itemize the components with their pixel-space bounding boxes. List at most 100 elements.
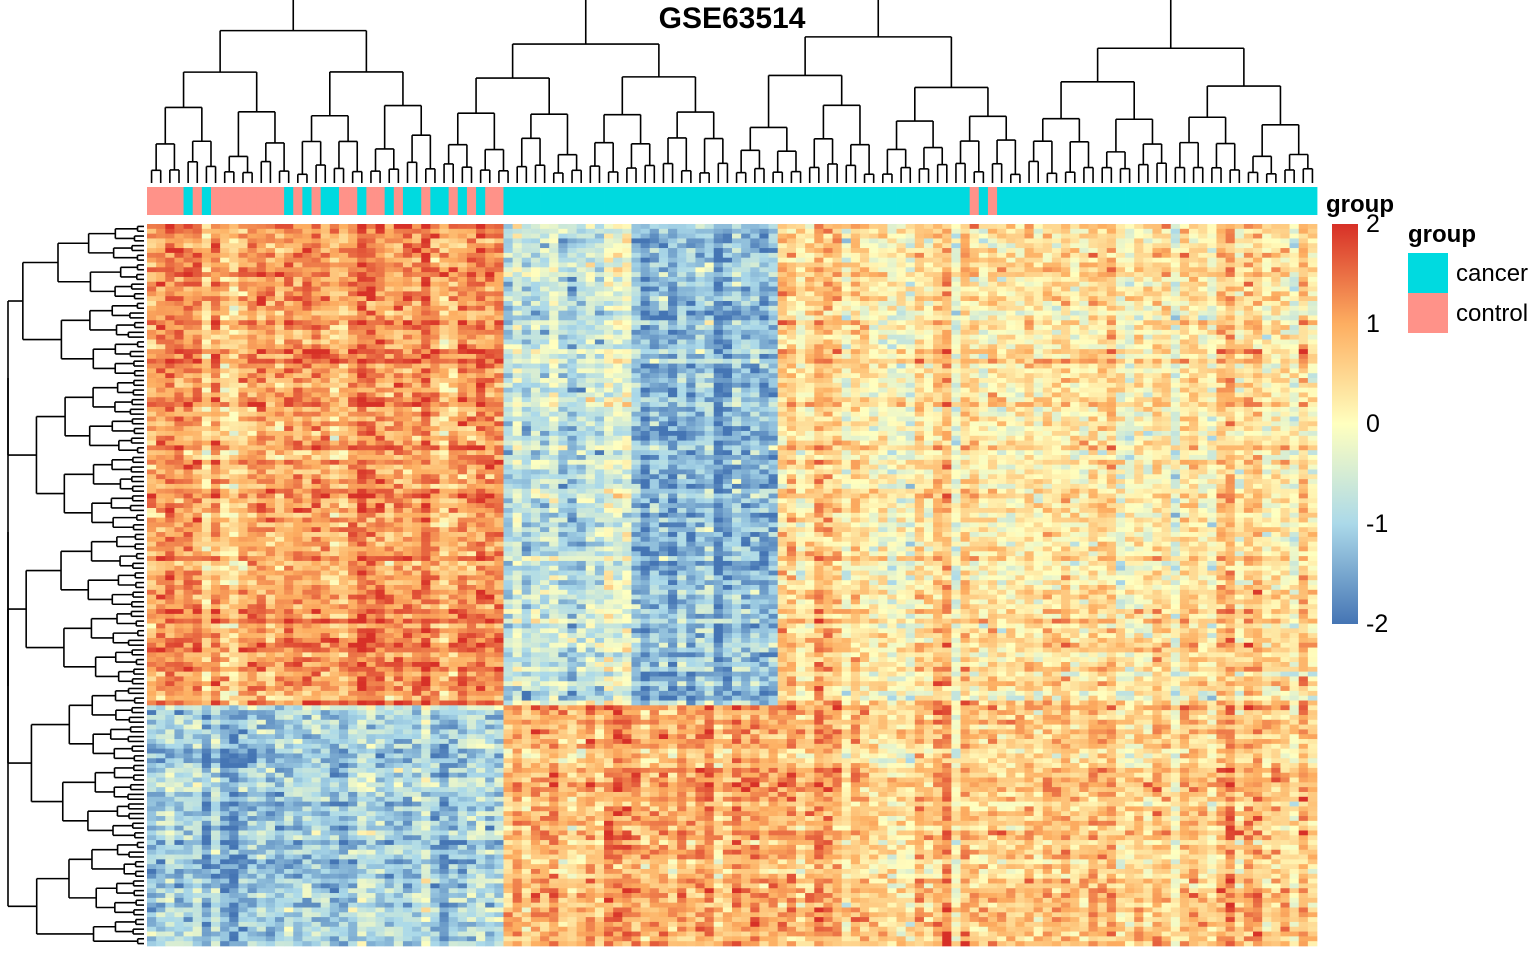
heatmap-cell xyxy=(1289,267,1300,273)
heatmap-cell xyxy=(923,320,934,326)
heatmap-cell xyxy=(302,310,312,316)
heatmap-cell xyxy=(430,248,440,254)
heatmap-cell xyxy=(732,228,742,234)
heatmap-cell xyxy=(147,267,157,273)
heatmap-cell xyxy=(1161,238,1172,244)
heatmap-cell xyxy=(357,296,367,302)
annotation-cell-109 xyxy=(1143,187,1153,215)
heatmap-cell xyxy=(558,315,568,321)
heatmap-cell xyxy=(631,281,641,287)
heatmap-cell xyxy=(960,339,971,345)
heatmap-cell xyxy=(156,305,166,311)
heatmap-cell xyxy=(969,272,980,278)
heatmap-cell xyxy=(1307,257,1318,263)
heatmap-cell xyxy=(777,252,788,259)
heatmap-cell xyxy=(933,224,943,230)
heatmap-cell xyxy=(1207,228,1217,234)
heatmap-cell xyxy=(393,329,404,336)
heatmap-cell xyxy=(265,286,276,292)
heatmap-cell xyxy=(841,339,852,345)
heatmap-cell xyxy=(987,305,998,311)
heatmap-cell xyxy=(933,320,943,326)
heatmap-cell xyxy=(1115,276,1126,283)
heatmap-cells xyxy=(147,224,1318,947)
heatmap-cell xyxy=(210,339,221,345)
heatmap-cell xyxy=(832,334,843,340)
heatmap-cell xyxy=(859,281,870,287)
heatmap-cell xyxy=(329,301,340,307)
heatmap-cell xyxy=(814,344,824,350)
heatmap-cell xyxy=(348,238,358,244)
heatmap-cell xyxy=(265,248,276,254)
heatmap-cell xyxy=(521,349,532,355)
annotation-cell-106 xyxy=(1115,187,1126,215)
heatmap-cell xyxy=(1125,325,1135,331)
heatmap-cell xyxy=(247,228,258,234)
heatmap-cell xyxy=(1198,301,1208,307)
annotation-cell-26 xyxy=(384,187,395,215)
heatmap-cell xyxy=(229,363,239,369)
heatmap-cell xyxy=(1307,252,1318,259)
heatmap-cell xyxy=(284,325,294,331)
heatmap-cell xyxy=(366,349,376,355)
heatmap-cell xyxy=(759,344,769,350)
heatmap-cell xyxy=(302,262,312,268)
heatmap-cell xyxy=(293,248,303,254)
annotation-cell-124 xyxy=(1280,187,1290,215)
heatmap-cell xyxy=(1207,233,1217,239)
heatmap-cell xyxy=(521,291,532,297)
heatmap-cell xyxy=(887,368,897,374)
heatmap-cell xyxy=(238,339,248,345)
heatmap-cell xyxy=(832,228,843,234)
heatmap-cell xyxy=(695,344,705,350)
heatmap-cell xyxy=(786,301,797,307)
heatmap-cell xyxy=(1207,358,1217,364)
heatmap-cell xyxy=(1225,252,1236,259)
heatmap-cell xyxy=(494,344,504,350)
heatmap-cell xyxy=(274,238,285,244)
heatmap-cell xyxy=(1289,228,1300,234)
heatmap-cell xyxy=(1115,296,1126,302)
heatmap-cell xyxy=(805,353,815,360)
heatmap-cell xyxy=(777,276,788,283)
heatmap-cell xyxy=(521,262,532,268)
heatmap-cell xyxy=(1143,320,1153,326)
heatmap-cell xyxy=(329,310,340,316)
heatmap-cell xyxy=(284,243,294,249)
heatmap-cell xyxy=(1115,368,1126,374)
heatmap-cell xyxy=(1253,272,1263,278)
heatmap-cell xyxy=(366,310,376,316)
heatmap-cell xyxy=(1253,233,1263,239)
heatmap-cell xyxy=(220,233,230,239)
heatmap-cell xyxy=(192,325,203,331)
heatmap-cell xyxy=(896,262,907,268)
heatmap-cell xyxy=(439,373,449,379)
heatmap-cell xyxy=(850,233,861,239)
heatmap-cell xyxy=(375,296,386,302)
heatmap-cell xyxy=(896,329,907,336)
heatmap-cell xyxy=(421,272,431,278)
heatmap-cell xyxy=(942,349,952,355)
heatmap-cell xyxy=(576,344,587,350)
heatmap-cell xyxy=(530,358,541,364)
heatmap-cell xyxy=(220,373,230,379)
heatmap-cell xyxy=(631,291,641,297)
heatmap-cell xyxy=(859,252,870,259)
heatmap-cell xyxy=(147,301,157,307)
heatmap-cell xyxy=(969,296,980,302)
heatmap-cell xyxy=(1198,325,1208,331)
heatmap-cell xyxy=(1207,329,1217,336)
heatmap-cell xyxy=(412,252,422,259)
heatmap-cell xyxy=(649,286,660,292)
heatmap-cell xyxy=(1189,286,1199,292)
heatmap-cell xyxy=(1015,272,1025,278)
heatmap-cell xyxy=(302,305,312,311)
heatmap-cell xyxy=(521,257,532,263)
heatmap-cell xyxy=(1115,353,1126,360)
heatmap-cell xyxy=(1061,363,1071,369)
heatmap-cell xyxy=(1088,276,1098,283)
heatmap-cell xyxy=(1216,310,1226,316)
annotation-cell-100 xyxy=(1061,187,1071,215)
heatmap-cell xyxy=(1161,248,1172,254)
heatmap-cell xyxy=(704,257,715,263)
